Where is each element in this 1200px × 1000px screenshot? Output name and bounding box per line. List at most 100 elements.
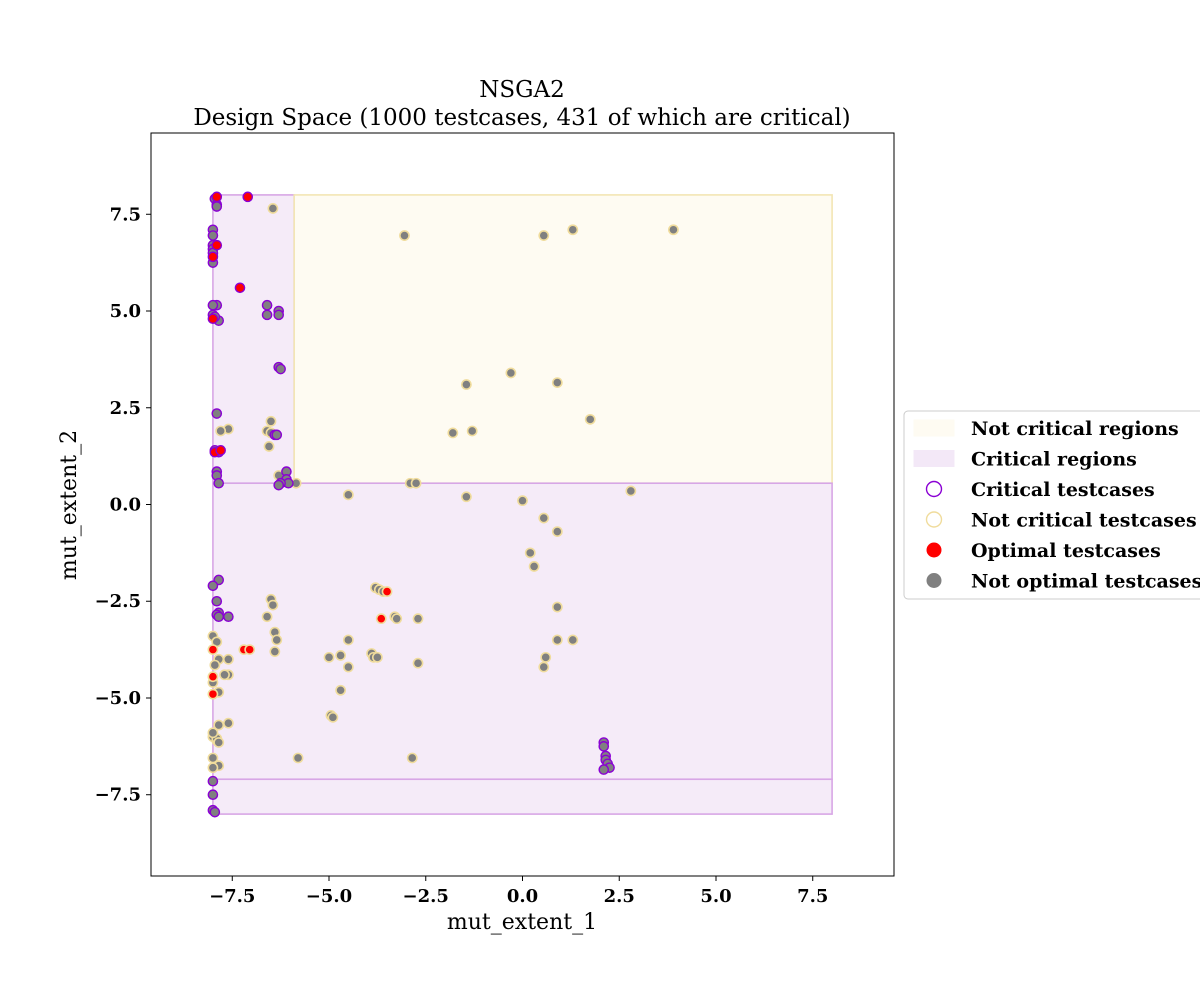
not-critical-not-optimal-point-57 [219,669,230,681]
critical-not-optimal-point-19 [275,363,286,375]
not-critical-not-optimal-point-43 [567,634,579,646]
not-critical-not-optimal-point-23 [517,495,528,507]
legend-swatch [925,511,943,528]
x-ticks: −7.5 −5.0 −2.5 0.0 2.5 5.0 7.5 [209,876,828,907]
not-critical-not-optimal-point-26 [551,526,563,537]
not-critical-not-optimal-point-46 [323,651,335,663]
critical-optimal-point-3 [207,251,219,263]
not-critical-not-optimal-point-9 [265,415,277,427]
x-tick-label: −5.0 [306,886,352,907]
not-critical-not-optimal-point-28 [528,561,540,572]
not-critical-not-optimal-point-62 [327,711,339,723]
critical-not-optimal-point-50 [598,764,610,775]
legend-label: Not critical testcases [971,510,1197,532]
critical-not-optimal-point-45 [598,741,610,752]
critical-optimal-point-2 [234,282,246,294]
critical-not-optimal-point-34 [207,580,219,592]
y-tick-label: −2.5 [95,591,141,612]
not-critical-not-optimal-point-4 [668,224,679,236]
not-critical-not-optimal-point-76 [207,727,219,739]
legend-swatch [913,450,955,467]
critical-not-optimal-point-15 [261,309,273,321]
y-tick-label: 7.5 [110,204,141,225]
regions-layer [212,194,833,815]
legend-item-circle-critical: Critical testcases [925,479,1155,501]
critical-region-3 [212,778,833,815]
not-critical-not-optimal-point-69 [292,752,304,764]
not-critical-optimal-point-4 [207,644,219,656]
not-critical-optimal-point-3 [244,644,256,656]
legend-item-circle-not-critical: Not critical testcases [925,510,1197,532]
critical-not-optimal-point-10 [207,299,219,311]
not-critical-not-optimal-point-7 [551,377,563,389]
legend-swatch [926,542,942,558]
critical-not-optimal-point-4 [207,230,219,241]
not-critical-not-optimal-point-0 [267,203,279,214]
x-tick-label: −2.5 [403,886,449,907]
not-critical-not-optimal-point-63 [222,717,234,729]
critical-not-optimal-point-27 [213,477,225,489]
critical-not-optimal-point-14 [261,299,273,311]
critical-not-optimal-point-17 [273,309,285,321]
not-critical-not-optimal-point-41 [342,634,354,646]
chart-title: NSGA2 [479,77,565,103]
not-critical-not-optimal-point-37 [391,613,403,625]
critical-not-optimal-point-38 [213,611,225,623]
not-critical-not-optimal-point-21 [342,489,354,501]
critical-region-0 [212,194,295,485]
not-critical-not-optimal-point-16 [263,441,275,452]
chart-subtitle: Design Space (1000 testcases, 431 of whi… [193,105,850,131]
x-tick-label: −7.5 [209,886,255,907]
not-critical-region-1 [293,194,833,485]
legend-item-dot-not-optimal: Not optimal testcases [926,571,1200,593]
not-critical-not-optimal-point-35 [261,611,273,623]
not-critical-not-optimal-point-42 [551,634,563,646]
not-critical-not-optimal-point-11 [215,425,227,437]
x-tick-label: 5.0 [700,886,731,907]
critical-not-optimal-point-20 [211,408,223,419]
x-tick-label: 0.0 [507,886,538,907]
critical-optimal-point-1 [242,191,254,203]
critical-optimal-point-7 [215,445,226,456]
y-tick-label: 2.5 [110,398,141,419]
not-critical-not-optimal-point-34 [551,601,563,613]
not-critical-not-optimal-point-6 [505,367,517,379]
y-tick-label: 5.0 [110,301,141,322]
critical-not-optimal-point-2 [211,201,223,212]
not-critical-optimal-point-0 [381,586,393,597]
not-critical-not-optimal-point-3 [567,224,579,236]
not-critical-not-optimal-point-50 [412,657,424,669]
legend-label: Optimal testcases [971,540,1161,562]
critical-not-optimal-point-40 [207,775,219,787]
y-ticks: −7.5 −5.0 −2.5 0.0 2.5 5.0 7.5 [95,204,151,806]
not-critical-not-optimal-point-54 [540,651,552,663]
x-tick-label: 7.5 [797,886,828,907]
critical-region-2 [212,482,833,781]
not-critical-not-optimal-point-70 [406,752,418,764]
legend-swatch [925,480,943,498]
legend-swatch [926,573,942,588]
not-critical-not-optimal-point-2 [538,230,550,241]
legend-item-dot-optimal: Optimal testcases [926,540,1161,562]
not-critical-not-optimal-point-27 [524,547,536,559]
legend-item-patch-not-critical: Not critical regions [913,418,1179,440]
critical-not-optimal-point-41 [207,789,219,801]
critical-not-optimal-point-43 [209,806,221,818]
critical-not-optimal-point-35 [211,595,223,607]
not-critical-not-optimal-point-51 [342,661,354,673]
legend-label: Not critical regions [971,418,1179,440]
not-critical-not-optimal-point-1 [399,230,410,241]
y-axis-label: mut_extent_2 [57,430,82,580]
critical-not-optimal-point-22 [271,429,283,441]
x-tick-label: 2.5 [604,886,635,907]
not-critical-not-optimal-point-73 [207,762,219,774]
critical-not-optimal-point-32 [273,479,285,491]
not-critical-optimal-point-6 [207,688,219,700]
points-layer [207,191,679,818]
not-critical-not-optimal-point-38 [412,613,424,625]
x-axis-label: mut_extent_1 [447,910,597,935]
not-critical-not-optimal-point-55 [538,661,550,673]
critical-optimal-point-5 [207,313,219,325]
legend-label: Critical testcases [971,479,1155,501]
y-tick-label: −5.0 [95,688,141,709]
